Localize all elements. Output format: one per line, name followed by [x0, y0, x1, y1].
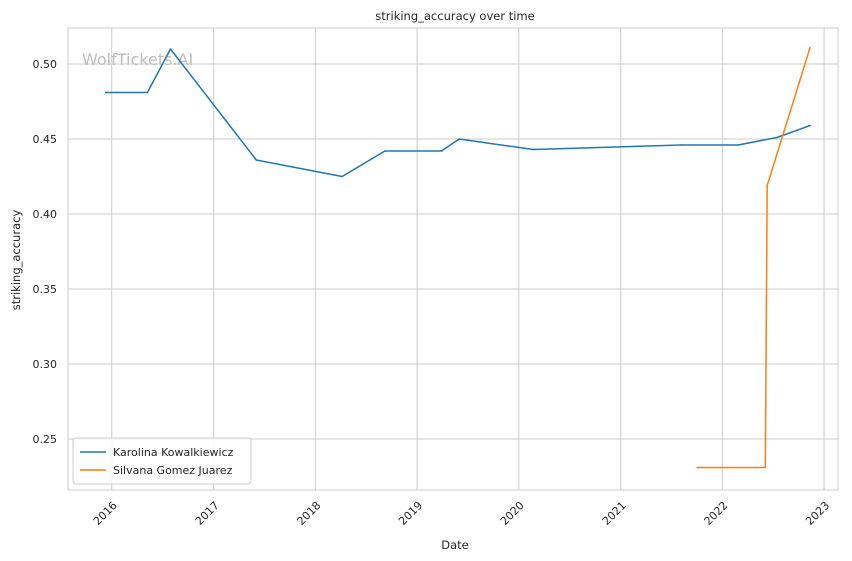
y-tick-label: 0.45: [33, 133, 58, 146]
y-tick-labels: 0.25 0.30 0.35 0.40 0.45 0.50: [33, 58, 58, 446]
data-point: [737, 144, 739, 146]
legend-label-series-1: Karolina Kowalkiewicz: [113, 446, 234, 459]
series-line-2: [697, 47, 811, 469]
x-tick-label: 2018: [295, 499, 324, 528]
y-tick-label: 0.50: [33, 58, 58, 71]
series-layer: [104, 46, 811, 469]
y-axis-label: striking_accuracy: [9, 210, 23, 311]
data-point: [766, 184, 769, 187]
plot-area: [67, 27, 839, 491]
data-point: [776, 136, 778, 139]
data-point: [169, 48, 172, 50]
chart-title: striking_accuracy over time: [375, 9, 534, 23]
x-tick-label: 2020: [498, 499, 527, 528]
data-point: [532, 148, 535, 151]
watermark: WolfTickets.AI: [82, 50, 193, 69]
data-point: [680, 144, 683, 146]
data-point: [104, 91, 107, 94]
legend: Karolina Kowalkiewicz Silvana Gomez Juar…: [72, 437, 252, 485]
data-point: [255, 159, 258, 161]
legend-box: [72, 437, 252, 485]
x-tick-label: 2021: [600, 499, 629, 528]
data-point: [809, 46, 811, 49]
data-point: [384, 150, 386, 152]
y-tick-label: 0.35: [33, 283, 58, 296]
x-tick-label: 2022: [702, 499, 731, 528]
x-axis-label: Date: [441, 538, 469, 552]
data-point: [341, 175, 343, 178]
data-point: [458, 138, 460, 140]
data-point: [440, 150, 443, 152]
y-tick-label: 0.30: [33, 358, 58, 371]
x-tick-label: 2017: [193, 499, 222, 528]
data-point: [809, 124, 811, 127]
x-tick-label: 2016: [91, 499, 120, 528]
x-tick-label: 2023: [803, 499, 832, 528]
y-tick-label: 0.40: [33, 208, 58, 221]
data-point: [696, 466, 698, 469]
data-point: [146, 91, 149, 94]
x-tick-label: 2019: [396, 499, 425, 528]
data-point: [764, 466, 767, 469]
legend-label-series-2: Silvana Gomez Juarez: [113, 464, 233, 477]
x-tick-labels: 2016 2017 2018 2019 2020 2021 2022 2023: [91, 499, 832, 528]
y-tick-label: 0.25: [33, 433, 58, 446]
